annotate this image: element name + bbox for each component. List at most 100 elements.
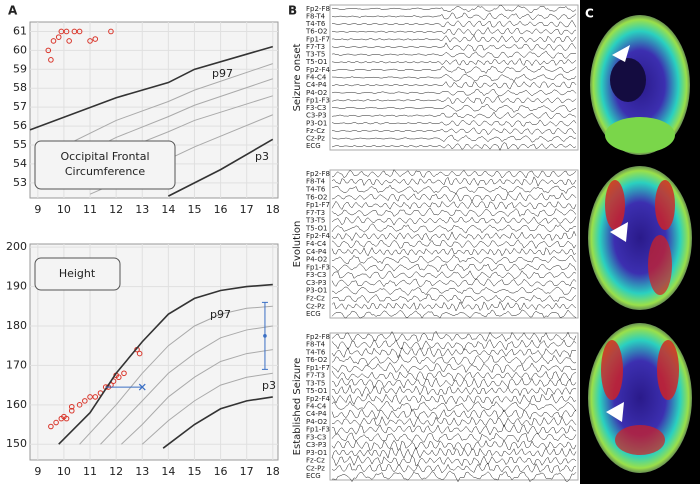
channel-label: Fp1-F7 bbox=[306, 35, 330, 43]
eeg-trace bbox=[331, 134, 577, 143]
eeg-trace bbox=[331, 270, 577, 281]
eeg-trace bbox=[331, 293, 577, 305]
eeg-trace bbox=[331, 192, 577, 202]
y-tick-label: 58 bbox=[13, 81, 27, 94]
plot-area bbox=[29, 243, 279, 461]
eeg-trace bbox=[331, 42, 577, 52]
eeg-trace bbox=[331, 95, 577, 105]
channel-label: T5-O1 bbox=[305, 58, 327, 66]
eeg-trace bbox=[331, 169, 577, 179]
data-point bbox=[121, 370, 127, 377]
section-label: Established Seizure bbox=[292, 358, 303, 456]
eeg-trace bbox=[331, 262, 577, 273]
eeg-trace bbox=[331, 239, 577, 250]
channel-label: Fp1-F3 bbox=[306, 96, 330, 104]
panel-label: B bbox=[288, 4, 297, 18]
channel-label: P4-O2 bbox=[306, 256, 327, 264]
channel-label: T3-T5 bbox=[305, 217, 325, 225]
curve bbox=[100, 325, 273, 445]
x-tick-label: 11 bbox=[83, 465, 97, 478]
eeg-trace bbox=[331, 254, 577, 265]
channel-label: T6-O2 bbox=[305, 193, 327, 201]
eeg-trace bbox=[331, 142, 577, 151]
channel-label: F3-C3 bbox=[306, 271, 326, 279]
channel-label: T4-T6 bbox=[305, 20, 326, 28]
data-point bbox=[92, 36, 99, 42]
pet-region bbox=[655, 180, 675, 230]
channel-label: F4-C4 bbox=[306, 240, 327, 248]
annotation-line: Circumference bbox=[65, 165, 145, 178]
pet-scans bbox=[588, 15, 692, 473]
channel-label: ECG bbox=[306, 472, 321, 480]
channel-label: Cz-Pz bbox=[306, 302, 325, 310]
eeg-trace bbox=[331, 176, 577, 187]
label-box bbox=[34, 140, 176, 190]
channel-label: C4-P4 bbox=[306, 410, 327, 418]
eeg-trace bbox=[331, 470, 577, 483]
eeg-trace bbox=[331, 454, 577, 467]
eeg-trace bbox=[331, 309, 577, 319]
y-tick-label: 53 bbox=[13, 176, 27, 189]
data-point bbox=[55, 34, 62, 40]
channel-label: Fp1-F3 bbox=[306, 426, 330, 434]
eeg-trace bbox=[331, 4, 577, 13]
channel-label: F4-C4 bbox=[306, 403, 327, 411]
data-point bbox=[63, 28, 70, 35]
data-point bbox=[48, 57, 54, 63]
eeg-trace bbox=[331, 104, 577, 113]
channel-label: Fp2-F4 bbox=[306, 66, 330, 74]
eeg-trace bbox=[331, 286, 577, 296]
eeg-trace bbox=[331, 439, 577, 452]
arrowhead bbox=[612, 45, 630, 62]
eeg-trace bbox=[331, 223, 577, 234]
y-tick-label: 160 bbox=[6, 398, 27, 411]
channel-label: C4-P4 bbox=[306, 248, 327, 256]
annotation: p3 bbox=[262, 379, 276, 392]
eeg-trace bbox=[331, 127, 577, 136]
eeg-trace bbox=[331, 384, 577, 398]
channel-label: F3-C3 bbox=[306, 104, 326, 112]
eeg-trace bbox=[331, 119, 577, 128]
y-tick-label: 54 bbox=[13, 157, 27, 170]
pet-region bbox=[610, 58, 646, 102]
x-tick-label: 13 bbox=[135, 465, 149, 478]
curve bbox=[79, 305, 273, 445]
eeg-trace bbox=[331, 400, 577, 413]
channel-label: Fz-Cz bbox=[306, 127, 325, 135]
data-point bbox=[108, 28, 114, 35]
channel-label: F4-C4 bbox=[306, 74, 327, 82]
y-tick-label: 56 bbox=[13, 119, 27, 132]
data-point bbox=[50, 38, 57, 44]
eeg-trace bbox=[331, 339, 577, 351]
curve bbox=[162, 396, 273, 449]
x-tick-label: 12 bbox=[109, 465, 123, 478]
data-point bbox=[136, 350, 143, 357]
channel-label: T5-O1 bbox=[305, 224, 327, 232]
channel-label: Fz-Cz bbox=[306, 457, 325, 465]
x-tick-label: 9 bbox=[34, 465, 41, 478]
channel-label: T5-O1 bbox=[305, 387, 327, 395]
x-tick-label: 18 bbox=[266, 465, 280, 478]
curve bbox=[121, 349, 273, 445]
eeg-trace bbox=[331, 184, 577, 195]
data-point bbox=[115, 374, 122, 381]
y-tick-label: 170 bbox=[6, 358, 27, 371]
channel-label: Fz-Cz bbox=[306, 295, 325, 303]
channel-label: Fp2-F8 bbox=[306, 5, 330, 13]
channel-label: C3-P3 bbox=[306, 279, 327, 287]
x-tick-label: 9 bbox=[34, 203, 41, 216]
annotation-line: Occipital Frontal bbox=[60, 150, 149, 163]
eeg-trace bbox=[331, 12, 577, 21]
data-point bbox=[48, 423, 54, 430]
eeg-trace bbox=[331, 330, 577, 344]
channel-label: F7-T3 bbox=[306, 209, 325, 217]
data-point bbox=[45, 47, 52, 54]
section-label: Evolution bbox=[292, 221, 303, 268]
channel-label: F8-T4 bbox=[306, 178, 326, 186]
eeg-trace bbox=[331, 432, 577, 443]
annotation: p3 bbox=[255, 150, 269, 163]
x-tick-label: 15 bbox=[187, 203, 201, 216]
data-point bbox=[87, 38, 93, 44]
